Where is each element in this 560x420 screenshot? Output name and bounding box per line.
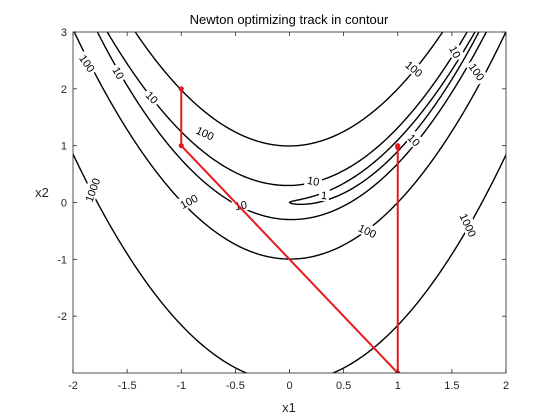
contour-label-group: 10 bbox=[109, 62, 129, 84]
contour-label-gap bbox=[303, 172, 323, 189]
contour-label-gap bbox=[141, 86, 163, 108]
contour-level-1000 bbox=[73, 153, 506, 373]
x-tick-label: -2 bbox=[68, 380, 78, 392]
contour-label-gap bbox=[465, 58, 490, 85]
y-tick-label: 0 bbox=[61, 198, 67, 210]
contour-label-gap bbox=[175, 189, 202, 213]
contour-label-group: 1 bbox=[318, 187, 330, 202]
contour-label-gap bbox=[456, 208, 481, 242]
x-tick-label: -0.5 bbox=[226, 380, 245, 392]
contour-label-gap bbox=[75, 49, 100, 77]
contour-label-gap bbox=[354, 219, 381, 242]
contour-label-group: 10 bbox=[303, 172, 323, 189]
contour-label-gap bbox=[231, 196, 251, 213]
newton-track bbox=[178, 86, 401, 373]
track-point bbox=[178, 143, 184, 149]
y-tick-label: 2 bbox=[61, 84, 67, 96]
y-axis-title: x2 bbox=[35, 185, 49, 200]
x-tick-label: 1 bbox=[395, 380, 401, 392]
y-tick-label: 1 bbox=[61, 141, 67, 153]
y-axis-ticks: -2 -1 0 1 2 3 bbox=[57, 27, 506, 323]
contour-layer bbox=[73, 32, 506, 373]
track-point bbox=[178, 86, 184, 92]
contour-label-gap bbox=[401, 56, 428, 81]
y-tick-label: -2 bbox=[57, 311, 67, 323]
x-tick-label: -1 bbox=[176, 380, 186, 392]
contour-label-group: 10 bbox=[445, 41, 466, 63]
contour-level-1 bbox=[288, 32, 480, 206]
contour-label-gap bbox=[80, 173, 104, 206]
x-axis-title: x1 bbox=[282, 400, 296, 415]
contour-label: 1 bbox=[320, 190, 327, 202]
x-axis-ticks: -2 -1.5 -1 -0.5 0 0.5 1 1.5 2 bbox=[68, 32, 509, 392]
contour-label: 10 bbox=[234, 199, 248, 213]
x-tick-label: -1.5 bbox=[118, 380, 137, 392]
contour-label-gap bbox=[192, 121, 219, 144]
contour-label: 10 bbox=[109, 65, 126, 82]
y-tick-label: 3 bbox=[61, 27, 67, 39]
x-tick-label: 0 bbox=[286, 380, 292, 392]
y-tick-label: -1 bbox=[57, 254, 67, 266]
contour-label: 10 bbox=[306, 175, 320, 189]
x-tick-label: 2 bbox=[503, 380, 509, 392]
contour-level-10 bbox=[96, 32, 487, 221]
contour-label-gap bbox=[318, 187, 330, 202]
x-tick-label: 0.5 bbox=[336, 380, 351, 392]
contour-label-gap bbox=[445, 41, 466, 63]
contour-label-gap bbox=[403, 129, 425, 151]
chart-title: Newton optimizing track in contour bbox=[190, 12, 389, 27]
contour-label: 10 bbox=[446, 44, 462, 60]
track-point bbox=[395, 143, 401, 149]
contour-label-gap bbox=[109, 62, 129, 84]
contour-label-group: 10 bbox=[231, 196, 251, 213]
x-tick-label: 1.5 bbox=[444, 380, 459, 392]
